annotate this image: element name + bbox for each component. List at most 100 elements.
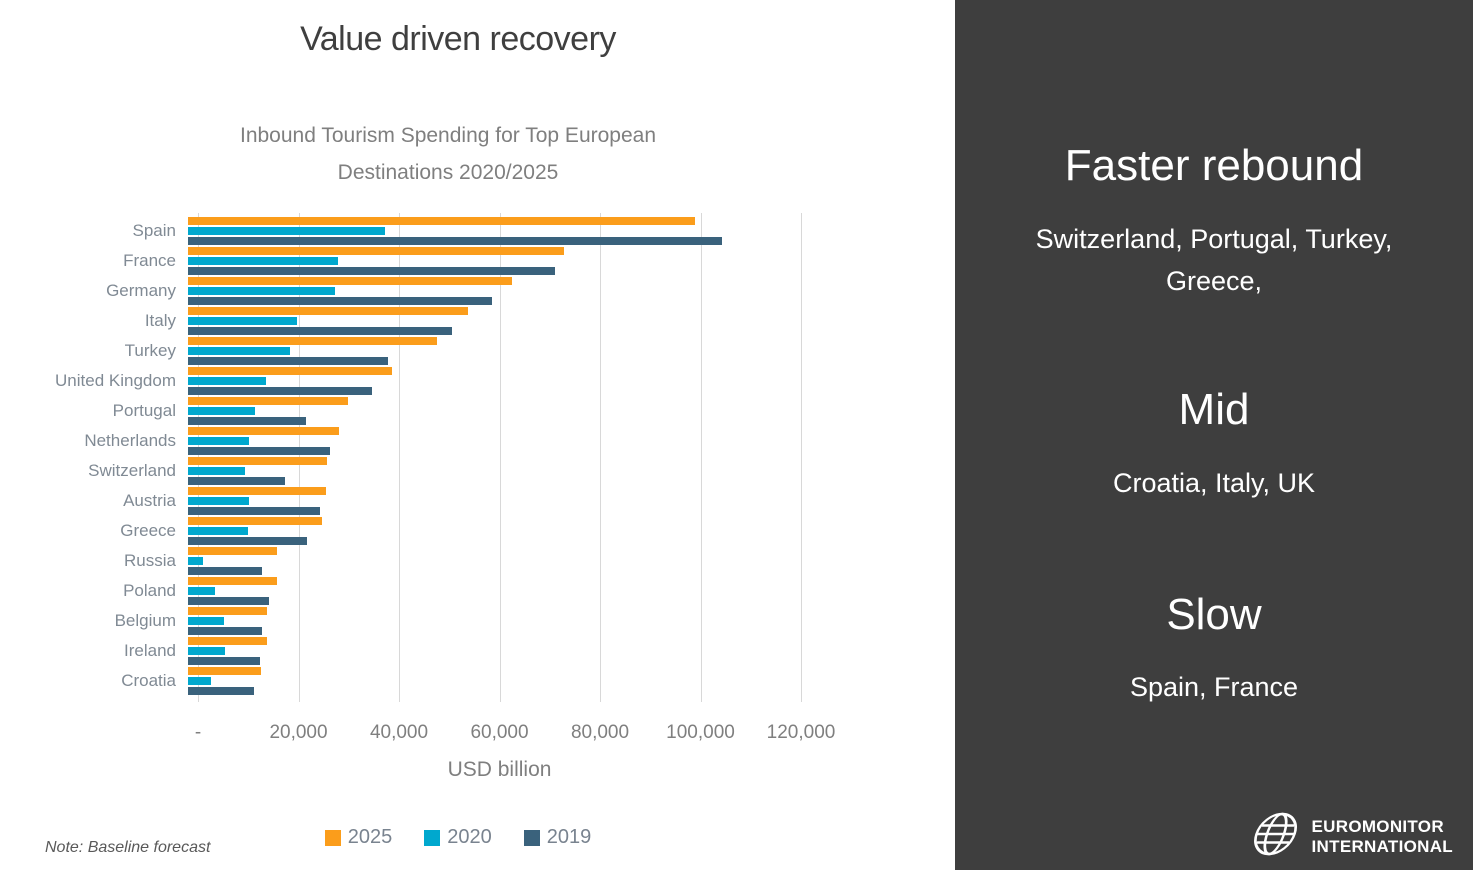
chart-row: Greece <box>0 516 801 546</box>
category-label: Croatia <box>121 671 176 690</box>
gridline <box>700 213 702 702</box>
bar-2020 <box>188 587 215 595</box>
bar-group <box>188 397 801 425</box>
logo-line-2: INTERNATIONAL <box>1311 836 1453 856</box>
sidebar-body-mid: Croatia, Italy, UK <box>1112 468 1316 498</box>
bar-2019 <box>188 537 308 545</box>
bar-group <box>188 637 801 665</box>
bar-group <box>188 667 801 695</box>
chart-row: Switzerland <box>0 456 801 486</box>
chart-row: Ireland <box>0 636 801 666</box>
bar-2019 <box>188 447 330 455</box>
bar-2020 <box>188 677 212 685</box>
bar-2025 <box>188 457 327 465</box>
category-label: Netherlands <box>84 431 176 450</box>
x-axis-ticks: - 20,000 40,000 60,000 80,000 100,000 120,000 <box>194 722 836 748</box>
category-label: Portugal <box>112 401 176 420</box>
logo-line-1: EUROMONITOR <box>1311 816 1444 836</box>
chart-row: Italy <box>0 306 801 336</box>
sidebar-body-faster-rebound: Switzerland, Portugal, Turkey, Greece, <box>1035 224 1393 296</box>
category-label: United Kingdom <box>55 371 176 390</box>
logo-text: EUROMONITOR INTERNATIONAL <box>1312 817 1453 857</box>
bar-2025 <box>188 547 278 555</box>
legend-item-2019: 2019 <box>523 826 592 849</box>
category-label: Turkey <box>124 341 176 360</box>
legend-label: 2020 <box>447 826 492 848</box>
bar-group <box>188 427 801 455</box>
legend-swatch-icon <box>324 829 341 846</box>
chart-row: Belgium <box>0 606 801 636</box>
category-label: Ireland <box>124 641 176 660</box>
chart-panel: Value driven recovery Inbound Tourism Sp… <box>0 20 916 856</box>
category-label: Russia <box>124 551 176 570</box>
bar-group <box>188 517 801 545</box>
bar-2020 <box>188 647 225 655</box>
bar-2019 <box>188 477 285 485</box>
x-tick-label: 100,000 <box>666 722 735 743</box>
chart-row: Austria <box>0 486 801 516</box>
sidebar-heading-mid: Mid <box>1178 385 1250 434</box>
bar-group <box>188 247 801 275</box>
euromonitor-logo: EUROMONITOR INTERNATIONAL <box>1250 811 1453 862</box>
bar-2020 <box>188 227 385 235</box>
sidebar-heading-faster-rebound: Faster rebound <box>1064 141 1364 190</box>
footnote: Note: Baseline forecast <box>45 839 211 856</box>
gridline <box>499 213 501 702</box>
bar-2025 <box>188 517 323 525</box>
legend-item-2025: 2025 <box>324 826 393 849</box>
bar-2025 <box>188 667 261 675</box>
chart-row: France <box>0 246 801 276</box>
bar-2020 <box>188 617 224 625</box>
chart-row: Portugal <box>0 396 801 426</box>
legend-swatch-icon <box>523 829 540 846</box>
x-tick-label: 20,000 <box>269 722 328 743</box>
bar-2019 <box>188 387 373 395</box>
sidebar: Faster rebound Switzerland, Portugal, Tu… <box>955 0 1473 870</box>
bar-2020 <box>188 437 250 445</box>
bar-2025 <box>188 487 327 495</box>
legend: 2025 2020 2019 <box>0 826 916 849</box>
bar-group <box>188 307 801 335</box>
bar-2019 <box>188 297 492 305</box>
x-tick-label: - <box>194 722 202 743</box>
chart-row: Turkey <box>0 336 801 366</box>
sidebar-body-slow: Spain, France <box>1129 672 1299 702</box>
chart-row: Germany <box>0 276 801 306</box>
sidebar-heading-slow: Slow <box>1166 590 1262 639</box>
bar-2020 <box>188 497 250 505</box>
bar-2019 <box>188 417 306 425</box>
bar-group <box>188 457 801 485</box>
bar-2020 <box>188 287 336 295</box>
chart-row: Poland <box>0 576 801 606</box>
legend-label: 2019 <box>546 826 592 848</box>
chart-row: Spain <box>0 216 801 246</box>
category-label: Germany <box>106 281 176 300</box>
bar-group <box>188 217 801 245</box>
bar-2019 <box>188 687 254 695</box>
globe-icon <box>1250 811 1304 862</box>
category-label: Poland <box>123 581 176 600</box>
bar-2020 <box>188 347 291 355</box>
bar-group <box>188 607 801 635</box>
bar-2025 <box>188 397 349 405</box>
chart-title: Inbound Tourism Spending for Top Europea… <box>239 124 657 184</box>
page-title: Value driven recovery <box>300 20 616 58</box>
bar-2019 <box>188 237 722 245</box>
chart-row: Netherlands <box>0 426 801 456</box>
category-label: Greece <box>120 521 176 540</box>
category-label: Spain <box>132 221 176 240</box>
bar-group <box>188 337 801 365</box>
bar-2019 <box>188 357 389 365</box>
bar-chart: Spain France Germany Italy Turkey United King… <box>0 213 802 702</box>
legend-label: 2025 <box>347 826 393 848</box>
x-axis-label: USD billion <box>447 758 552 781</box>
bar-2019 <box>188 267 556 275</box>
bar-2020 <box>188 467 246 475</box>
category-label: Belgium <box>114 611 176 630</box>
bar-2025 <box>188 217 696 225</box>
bar-2019 <box>188 627 263 635</box>
legend-swatch-icon <box>424 829 441 846</box>
gridline <box>399 213 400 702</box>
bar-2025 <box>188 277 513 285</box>
bar-2025 <box>188 337 437 345</box>
